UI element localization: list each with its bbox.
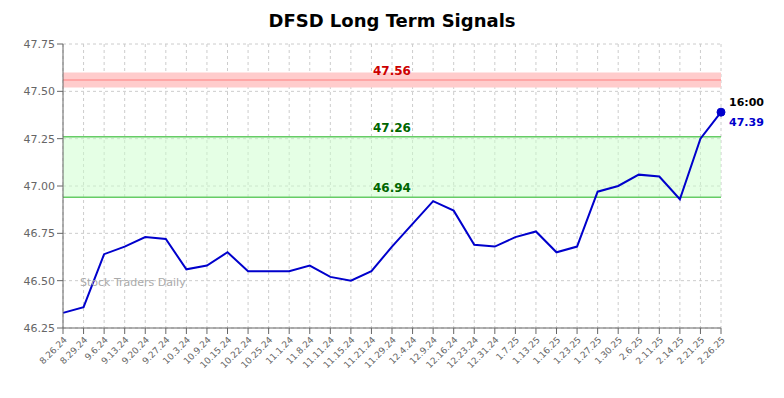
svg-text:47.56: 47.56 [373, 64, 411, 78]
svg-text:1.13.25: 1.13.25 [510, 334, 542, 367]
svg-text:12.9.24: 12.9.24 [407, 334, 440, 367]
html-text:Stock Traders Daily: Stock Traders Daily [80, 276, 186, 289]
svg-text:9.27.24: 9.27.24 [140, 334, 172, 367]
svg-text:10.15.24: 10.15.24 [198, 334, 234, 371]
svg-text:9.6.24: 9.6.24 [82, 334, 111, 363]
svg-text:47.39: 47.39 [729, 116, 764, 129]
svg-text:47.75: 47.75 [24, 38, 56, 51]
svg-text:12.31.24: 12.31.24 [465, 334, 501, 371]
svg-text:11.21.24: 11.21.24 [342, 334, 378, 371]
svg-text:11.1.24: 11.1.24 [263, 334, 296, 367]
svg-text:10.3.24: 10.3.24 [160, 334, 193, 367]
svg-text:2.26.25: 2.26.25 [696, 335, 727, 366]
svg-text:9.20.24: 9.20.24 [119, 334, 152, 367]
svg-text:47.26: 47.26 [373, 121, 411, 135]
svg-text:46.25: 46.25 [24, 322, 56, 335]
svg-text:12.23.24: 12.23.24 [444, 334, 481, 371]
html-text:DFSD Long Term Signals: DFSD Long Term Signals [268, 10, 516, 31]
svg-text:2.11.25: 2.11.25 [633, 334, 666, 367]
svg-text:9.13.24: 9.13.24 [99, 334, 131, 367]
svg-text:47.25: 47.25 [24, 133, 56, 146]
svg-text:11.15.24: 11.15.24 [321, 334, 357, 371]
svg-text:1.23.25: 1.23.25 [551, 334, 583, 367]
svg-text:1.7.25: 1.7.25 [494, 334, 522, 363]
svg-text:10.22.24: 10.22.24 [218, 334, 254, 371]
svg-text:2.6.25: 2.6.25 [617, 334, 645, 363]
svg-text:47.50: 47.50 [24, 85, 56, 98]
svg-text:8.29.24: 8.29.24 [58, 335, 90, 367]
svg-text:47.00: 47.00 [24, 180, 56, 193]
svg-text:2.14.25: 2.14.25 [654, 334, 686, 367]
svg-text:1.16.25: 1.16.25 [531, 334, 563, 367]
svg-text:1.30.25: 1.30.25 [593, 335, 624, 366]
svg-text:10.25.24: 10.25.24 [239, 334, 275, 371]
svg-text:46.50: 46.50 [24, 275, 56, 288]
svg-text:46.94: 46.94 [373, 181, 411, 195]
svg-text:1.27.25: 1.27.25 [572, 334, 604, 367]
svg-text:8.26.24: 8.26.24 [37, 334, 69, 367]
svg-text:46.75: 46.75 [24, 227, 56, 240]
svg-text:11.29.24: 11.29.24 [362, 334, 398, 371]
svg-text:11.8.24: 11.8.24 [284, 334, 316, 367]
svg-text:12.16.24: 12.16.24 [424, 334, 460, 371]
svg-text:11.11.24: 11.11.24 [300, 334, 337, 371]
svg-text:12.4.24: 12.4.24 [387, 334, 419, 367]
svg-text:2.21.25: 2.21.25 [675, 334, 707, 367]
svg-text:10.9.24: 10.9.24 [181, 334, 213, 367]
svg-text:16:00: 16:00 [729, 96, 764, 109]
